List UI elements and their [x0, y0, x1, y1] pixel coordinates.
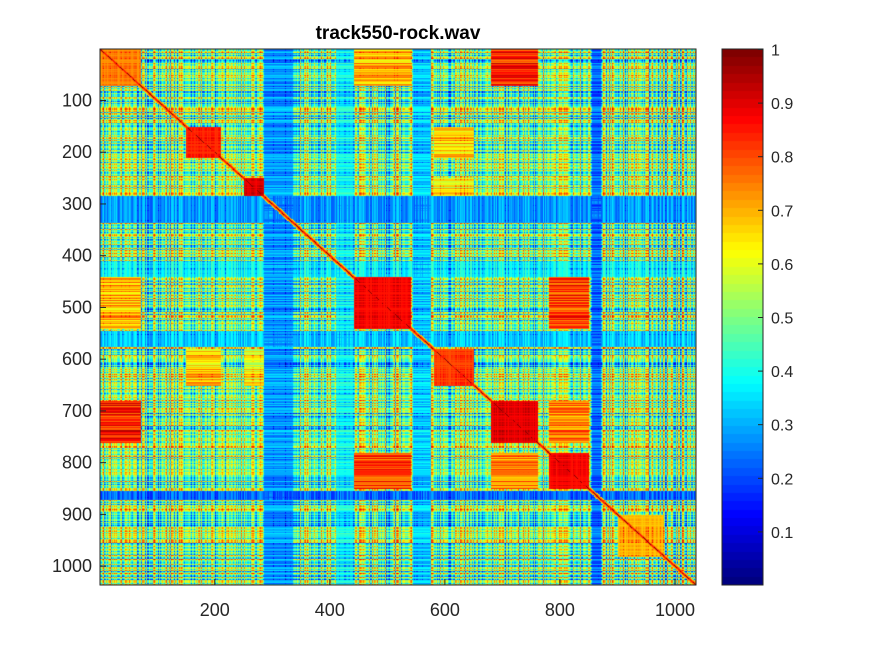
- x-axis: 200 400 600 800 1000: [200, 579, 695, 620]
- y-tick-label: 700: [62, 401, 92, 421]
- y-tick-label: 300: [62, 194, 92, 214]
- colorbar-tick-label: 0.6: [771, 257, 793, 274]
- colorbar-tick-label: 0.1: [771, 525, 793, 542]
- colorbar-ticks: 0.1 0.2 0.3 0.4 0.5 0.6 0.7 0.8 0.9 1: [758, 43, 793, 542]
- x-tick-label: 800: [545, 600, 575, 620]
- y-axis: 100 200 300 400 500 600 700 800 900 1000: [52, 90, 106, 576]
- colorbar-tick-label: 0.5: [771, 311, 793, 328]
- colorbar-tick-label: 0.2: [771, 471, 793, 488]
- colorbar-tick-label: 0.8: [771, 150, 793, 167]
- y-tick-label: 600: [62, 349, 92, 369]
- colorbar-tick-label: 0.9: [771, 96, 793, 113]
- y-tick-label: 200: [62, 142, 92, 162]
- y-tick-label: 800: [62, 453, 92, 473]
- x-tick-label: 600: [430, 600, 460, 620]
- y-tick-label: 900: [62, 504, 92, 524]
- heatmap-cells: [100, 49, 696, 585]
- heatmap-image: [100, 49, 696, 585]
- colorbar-tick-label: 0.4: [771, 364, 793, 381]
- colorbar-tick-label: 0.7: [771, 203, 793, 220]
- colorbar-tick-label: 1: [771, 43, 780, 60]
- y-tick-label: 400: [62, 246, 92, 266]
- x-tick-label: 1000: [655, 600, 695, 620]
- y-tick-label: 1000: [52, 556, 92, 576]
- colorbar-gradient: [722, 49, 763, 585]
- x-tick-label: 400: [315, 600, 345, 620]
- plot-frame: [99, 48, 697, 586]
- y-tick-label: 500: [62, 297, 92, 317]
- colorbar: [722, 49, 763, 585]
- x-tick-label: 200: [200, 600, 230, 620]
- chart-title: track550-rock.wav: [316, 23, 481, 44]
- y-tick-label: 100: [62, 90, 92, 110]
- colorbar-tick-label: 0.3: [771, 418, 793, 435]
